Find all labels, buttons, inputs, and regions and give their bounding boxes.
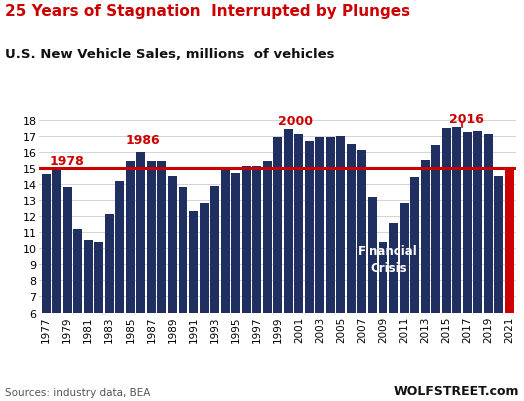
- Bar: [326, 138, 335, 313]
- Bar: [157, 162, 167, 313]
- Text: 1978: 1978: [49, 154, 84, 167]
- Text: Financial
Crisis: Financial Crisis: [358, 245, 418, 275]
- Bar: [431, 146, 440, 313]
- Bar: [84, 241, 93, 313]
- Bar: [442, 128, 451, 313]
- Bar: [136, 152, 145, 313]
- Bar: [494, 176, 503, 313]
- Bar: [305, 141, 314, 313]
- Bar: [284, 130, 293, 313]
- Text: Sources: industry data, BEA: Sources: industry data, BEA: [5, 387, 150, 397]
- Bar: [389, 223, 398, 313]
- Bar: [357, 151, 366, 313]
- Bar: [52, 168, 61, 313]
- Bar: [63, 188, 72, 313]
- Bar: [147, 162, 156, 313]
- Bar: [221, 168, 230, 313]
- Bar: [294, 135, 303, 313]
- Bar: [463, 133, 472, 313]
- Bar: [189, 212, 198, 313]
- Bar: [336, 136, 345, 313]
- Bar: [505, 168, 514, 313]
- Text: 2016: 2016: [449, 113, 484, 126]
- Bar: [42, 175, 51, 313]
- Bar: [126, 162, 135, 313]
- Bar: [179, 188, 188, 313]
- Bar: [421, 160, 430, 313]
- Bar: [200, 204, 209, 313]
- Bar: [94, 242, 103, 313]
- Bar: [378, 242, 387, 313]
- Bar: [252, 167, 261, 313]
- Bar: [105, 215, 114, 313]
- Bar: [263, 162, 271, 313]
- Bar: [210, 186, 219, 313]
- Text: 2000: 2000: [278, 114, 313, 127]
- Bar: [73, 229, 82, 313]
- Bar: [168, 176, 177, 313]
- Bar: [242, 167, 250, 313]
- Bar: [273, 138, 282, 313]
- Bar: [452, 128, 461, 313]
- Bar: [347, 144, 356, 313]
- Bar: [410, 178, 419, 313]
- Text: WOLFSTREET.com: WOLFSTREET.com: [393, 384, 519, 397]
- Text: 25 Years of Stagnation  Interrupted by Plunges: 25 Years of Stagnation Interrupted by Pl…: [5, 4, 410, 19]
- Bar: [115, 181, 124, 313]
- Text: 1986: 1986: [125, 134, 160, 146]
- Bar: [315, 138, 324, 313]
- Bar: [368, 197, 377, 313]
- Bar: [231, 173, 240, 313]
- Bar: [473, 132, 482, 313]
- Bar: [484, 135, 493, 313]
- Text: U.S. New Vehicle Sales, millions  of vehicles: U.S. New Vehicle Sales, millions of vehi…: [5, 48, 335, 61]
- Bar: [400, 204, 409, 313]
